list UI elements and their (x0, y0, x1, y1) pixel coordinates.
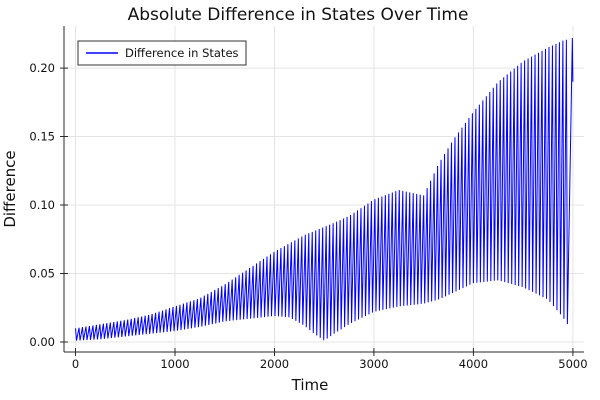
x-tick-label-1000: 1000 (160, 357, 189, 371)
x-gridlines (75, 26, 574, 352)
y-tick-label-0.10: 0.10 (29, 198, 55, 212)
legend: Difference in States (77, 40, 247, 66)
x-tick-label-3000: 3000 (359, 357, 388, 371)
chart-title: Absolute Difference in States Over Time (128, 5, 469, 25)
series-line-difference-in-states (75, 38, 574, 341)
legend-label: Difference in States (125, 46, 239, 60)
x-axis-label: Time (291, 376, 329, 394)
axes (60, 26, 584, 356)
x-tick-labels: 0 1000 2000 3000 4000 5000 (72, 357, 588, 371)
y-tick-label-0.05: 0.05 (29, 267, 55, 281)
y-axis-label: Difference (1, 150, 19, 227)
x-tick-label-5000: 5000 (558, 357, 587, 371)
y-tick-label-0.00: 0.00 (29, 335, 55, 349)
y-tick-label-0.20: 0.20 (29, 61, 55, 75)
x-tick-label-0: 0 (72, 357, 79, 371)
y-tick-label-0.15: 0.15 (29, 130, 55, 144)
x-tick-label-2000: 2000 (260, 357, 289, 371)
x-tick-label-4000: 4000 (459, 357, 488, 371)
y-tick-labels: 0.00 0.05 0.10 0.15 0.20 (29, 61, 55, 349)
